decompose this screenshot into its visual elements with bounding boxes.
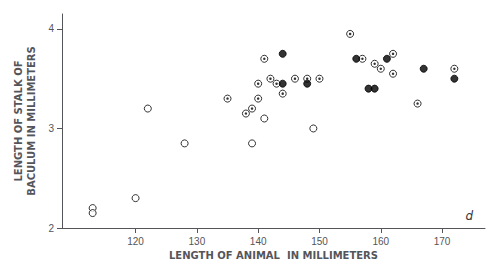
svg-text:140: 140 (250, 236, 267, 247)
svg-text:LENGTH OF STALK OF: LENGTH OF STALK OF (13, 60, 24, 181)
svg-text:LENGTH OF ANIMAL IN MILLIMETE: LENGTH OF ANIMAL IN MILLIMETERS (169, 250, 378, 261)
svg-text:160: 160 (372, 236, 389, 247)
svg-text:2: 2 (48, 223, 54, 234)
svg-text:120: 120 (127, 236, 144, 247)
svg-text:3: 3 (48, 123, 54, 134)
svg-text:d: d (465, 209, 473, 223)
svg-text:4: 4 (48, 23, 54, 34)
svg-text:130: 130 (189, 236, 206, 247)
svg-text:150: 150 (311, 236, 328, 247)
svg-text:BACULUM IN MILLIMETERS: BACULUM IN MILLIMETERS (26, 46, 37, 195)
svg-text:170: 170 (434, 236, 451, 247)
